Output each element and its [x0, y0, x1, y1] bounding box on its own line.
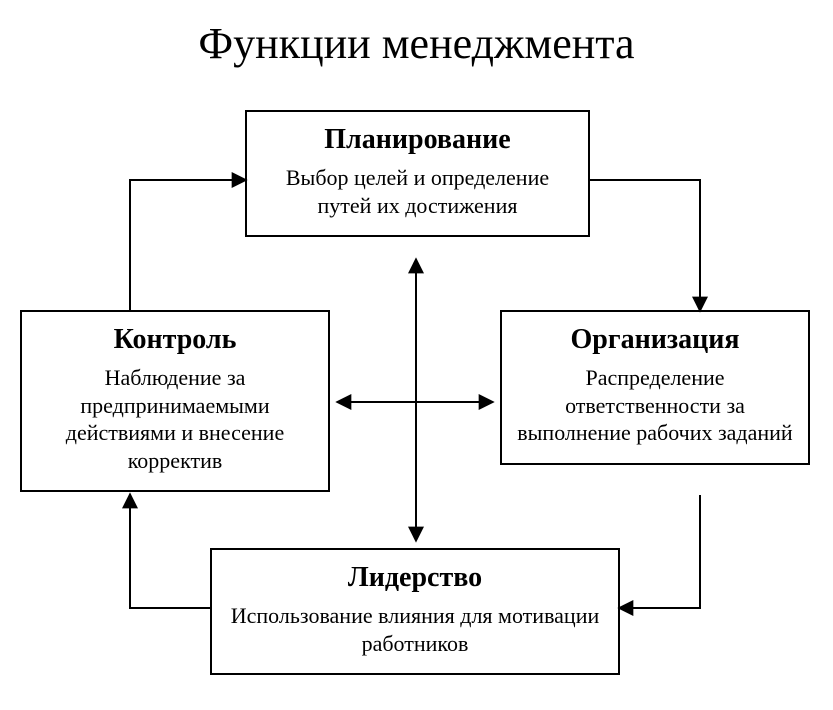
node-planning-desc: Выбор целей и определение путей их дости…: [257, 164, 578, 219]
node-organization-title: Организация: [512, 324, 798, 356]
arrow-organization-to-leadership: [620, 495, 700, 608]
node-organization: Организация Распределение ответственност…: [500, 310, 810, 465]
node-control-title: Контроль: [32, 324, 318, 356]
arrow-leadership-to-control: [130, 495, 210, 608]
node-leadership: Лидерство Использование влияния для моти…: [210, 548, 620, 675]
node-control: Контроль Наблюдение за предпринимаемыми …: [20, 310, 330, 492]
node-planning: Планирование Выбор целей и определение п…: [245, 110, 590, 237]
diagram-title: Функции менеджмента: [0, 18, 833, 69]
node-leadership-title: Лидерство: [222, 562, 608, 594]
diagram-canvas: Функции менеджмента Планирование Выбор ц…: [0, 0, 833, 710]
arrow-control-to-planning: [130, 180, 245, 310]
arrow-planning-to-organization: [590, 180, 700, 310]
node-organization-desc: Распределение ответственности за выполне…: [512, 364, 798, 447]
node-control-desc: Наблюдение за предпринимаемыми действиям…: [32, 364, 318, 474]
node-leadership-desc: Использование влияния для мотивации рабо…: [222, 602, 608, 657]
node-planning-title: Планирование: [257, 124, 578, 156]
